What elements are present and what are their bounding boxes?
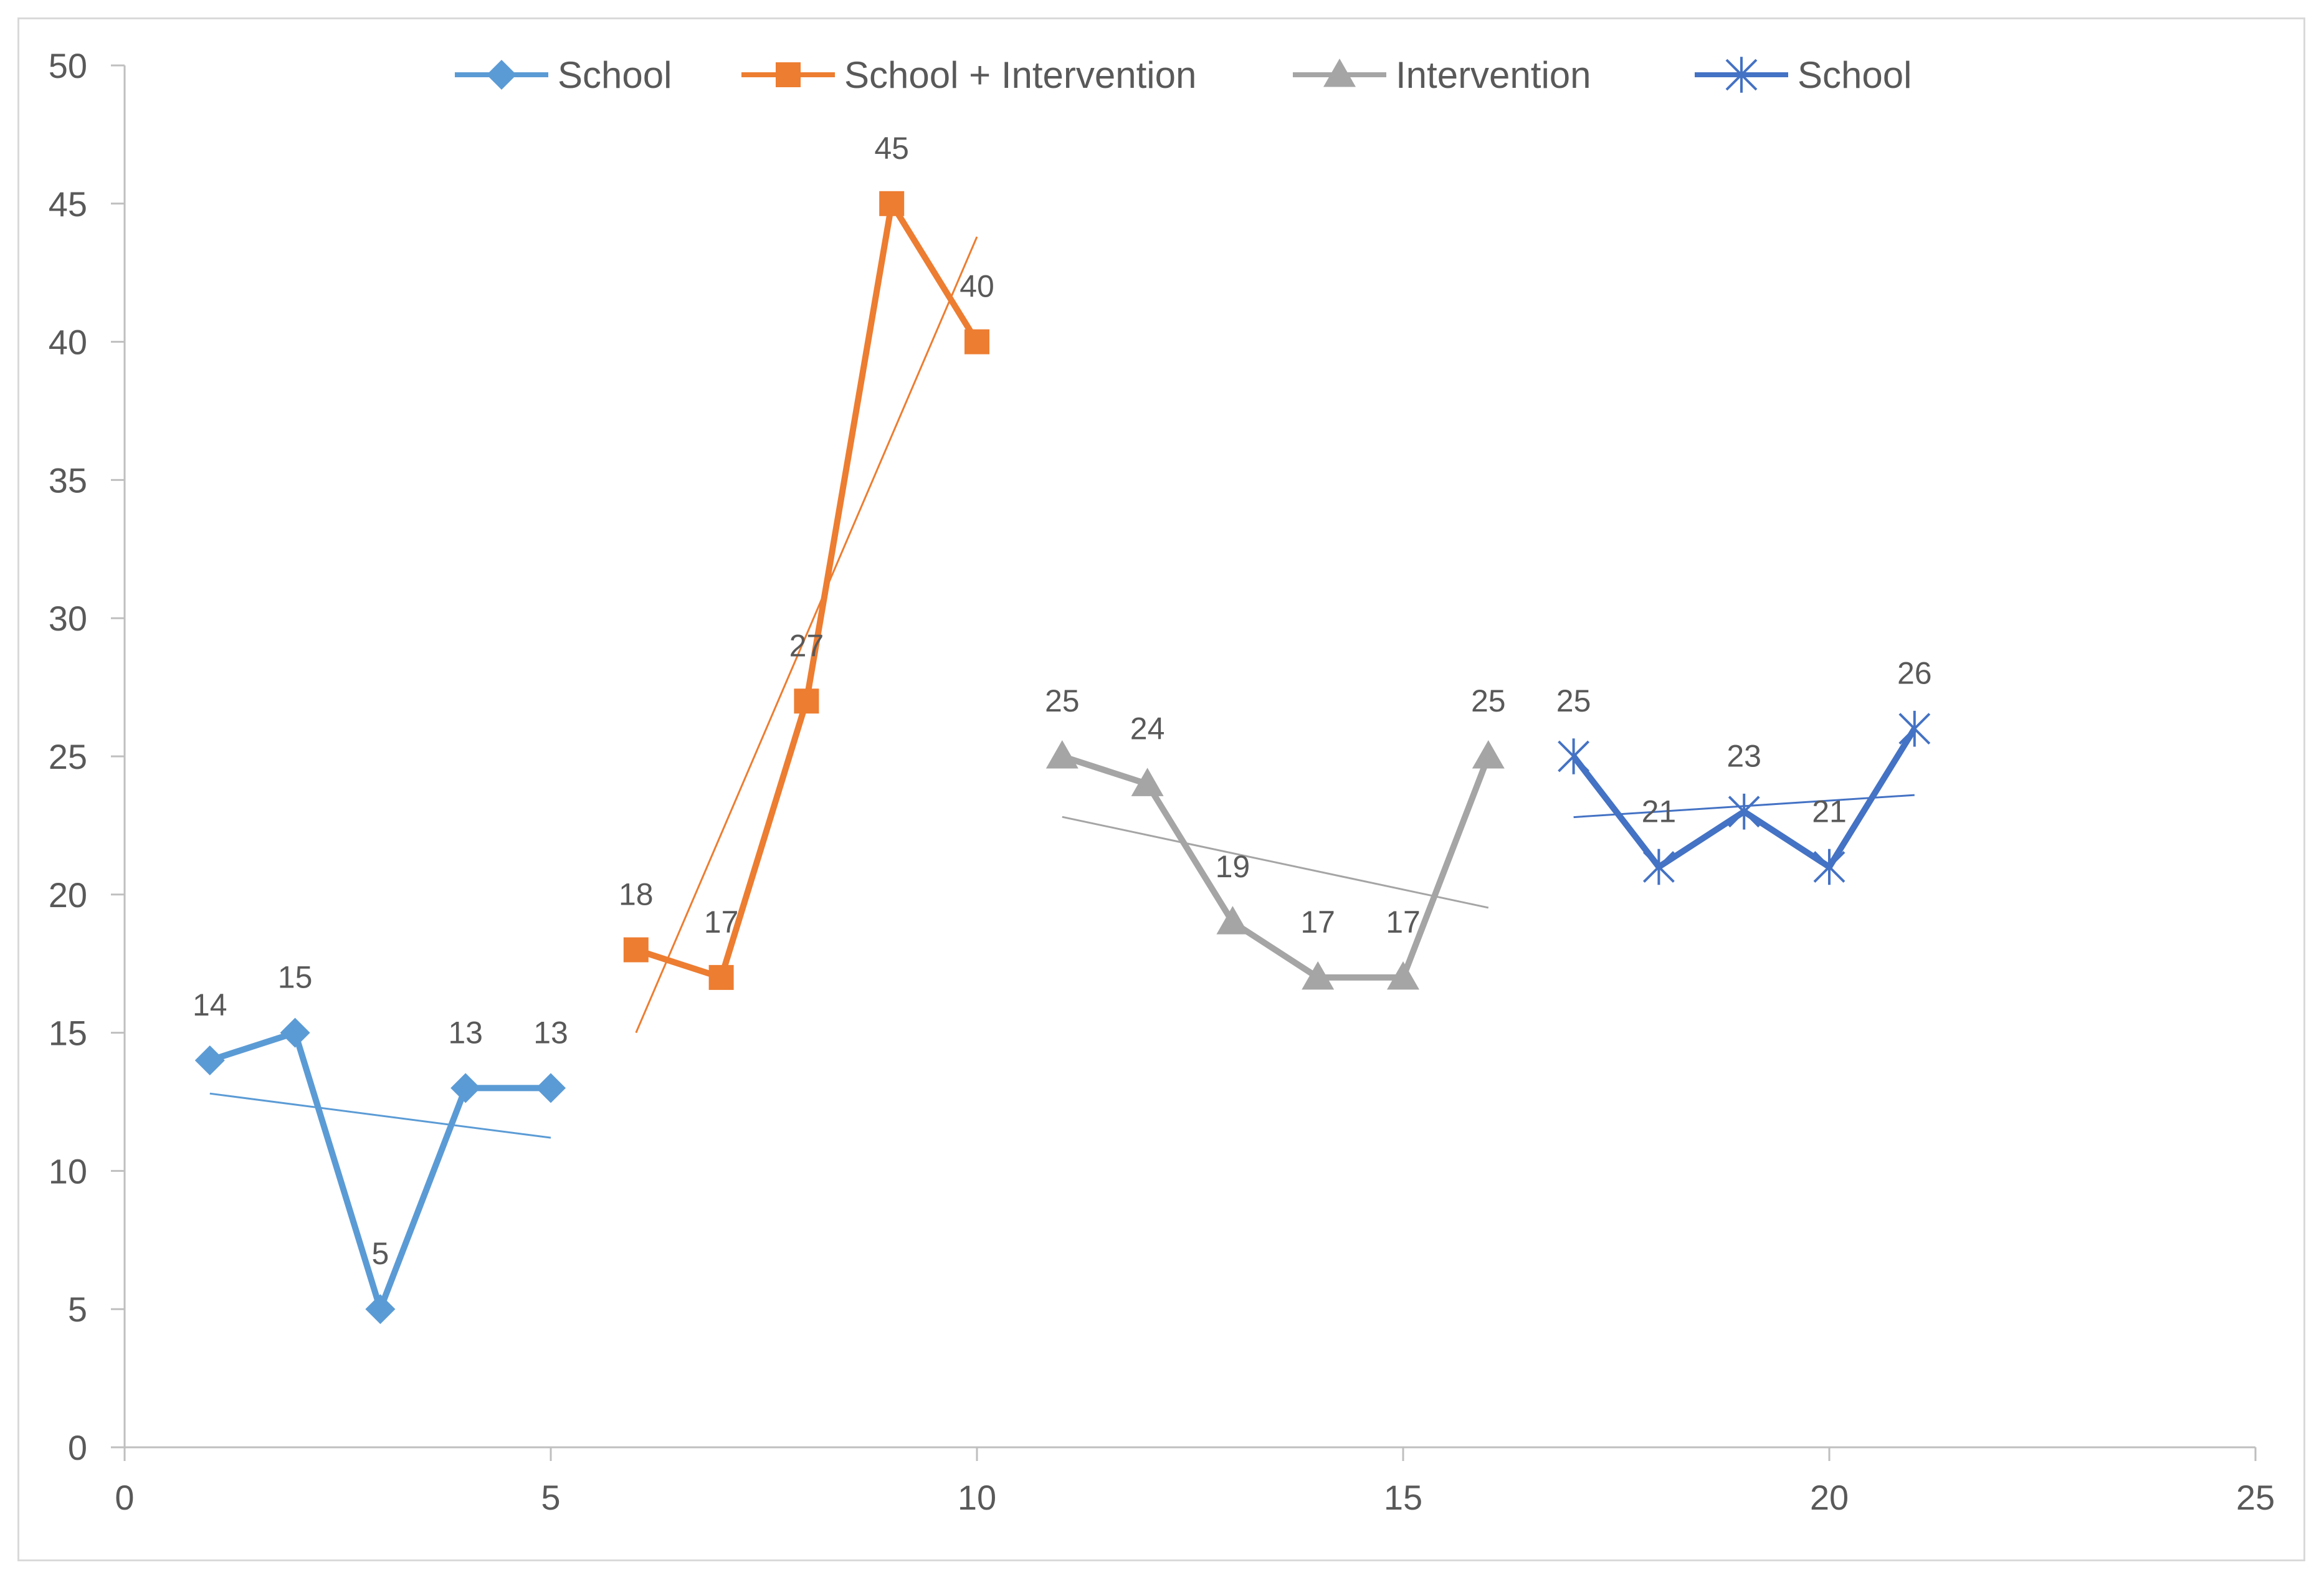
data-label: 27	[789, 628, 824, 663]
data-label: 17	[1386, 905, 1421, 940]
y-tick-label: 35	[49, 460, 87, 500]
y-tick-label: 5	[68, 1290, 87, 1329]
legend-item-label: School + Intervention	[844, 54, 1196, 96]
data-point	[1898, 710, 1931, 747]
data-label: 45	[874, 131, 909, 166]
data-point	[1472, 740, 1505, 769]
data-point	[623, 937, 649, 963]
data-point	[1558, 738, 1590, 774]
data-label: 17	[1300, 905, 1335, 940]
data-label: 21	[1812, 794, 1847, 829]
x-tick-label: 25	[2236, 1478, 2275, 1517]
data-label: 25	[1045, 683, 1080, 718]
data-label: 23	[1726, 739, 1761, 774]
data-point	[1642, 849, 1675, 885]
data-label: 21	[1642, 794, 1677, 829]
data-label: 19	[1216, 849, 1250, 884]
trendline-series-3	[1062, 816, 1489, 909]
data-point	[280, 1017, 310, 1048]
data-label: 14	[193, 988, 227, 1022]
data-label: 25	[1556, 683, 1591, 718]
legend-marker	[487, 60, 517, 90]
data-point	[536, 1073, 566, 1103]
data-label: 40	[960, 269, 994, 304]
series-line-3	[1061, 753, 1492, 981]
legend-marker	[776, 62, 801, 87]
data-point	[964, 329, 989, 355]
data-point	[365, 1294, 396, 1325]
y-tick-label: 50	[49, 46, 87, 85]
x-tick-label: 20	[1810, 1478, 1849, 1517]
data-point	[708, 964, 734, 990]
legend-item-label: School	[1798, 54, 1912, 96]
y-tick-label: 30	[49, 599, 87, 638]
legend-item-label: School	[558, 54, 672, 96]
data-point	[1131, 768, 1164, 796]
data-point	[794, 688, 819, 714]
y-tick-label: 40	[49, 323, 87, 362]
data-point	[194, 1045, 225, 1075]
y-tick-label: 25	[49, 737, 87, 776]
chart-frame	[17, 17, 2305, 1561]
data-label: 26	[1897, 656, 1932, 691]
y-tick-label: 15	[49, 1014, 87, 1053]
legend-marker	[1323, 59, 1356, 87]
legend-item-label: Intervention	[1396, 54, 1591, 96]
data-label: 15	[278, 960, 313, 995]
y-tick-label: 20	[49, 875, 87, 915]
y-tick-label: 10	[49, 1151, 87, 1191]
data-point	[1813, 849, 1845, 885]
data-label: 5	[371, 1236, 389, 1271]
legend-marker	[1725, 57, 1758, 93]
data-label: 17	[704, 905, 739, 940]
x-tick-label: 10	[958, 1478, 996, 1517]
y-tick-label: 0	[68, 1428, 87, 1467]
x-tick-label: 0	[115, 1478, 134, 1517]
data-point	[1045, 740, 1079, 769]
trendline-series-2	[635, 236, 978, 1034]
data-point	[450, 1073, 481, 1103]
y-tick-label: 45	[49, 184, 87, 224]
data-label: 18	[619, 877, 654, 912]
data-point	[1728, 793, 1760, 830]
data-label: 25	[1471, 683, 1506, 718]
data-point	[879, 191, 905, 216]
data-point	[1387, 961, 1419, 990]
series-line-2	[635, 200, 980, 981]
x-tick-label: 15	[1384, 1478, 1422, 1517]
data-point	[1302, 961, 1335, 990]
data-label: 13	[533, 1015, 568, 1050]
data-label: 13	[448, 1015, 483, 1050]
trendline-series-1	[209, 1092, 551, 1139]
data-point	[1216, 906, 1249, 935]
x-tick-label: 5	[541, 1478, 560, 1517]
data-label: 24	[1130, 711, 1165, 746]
